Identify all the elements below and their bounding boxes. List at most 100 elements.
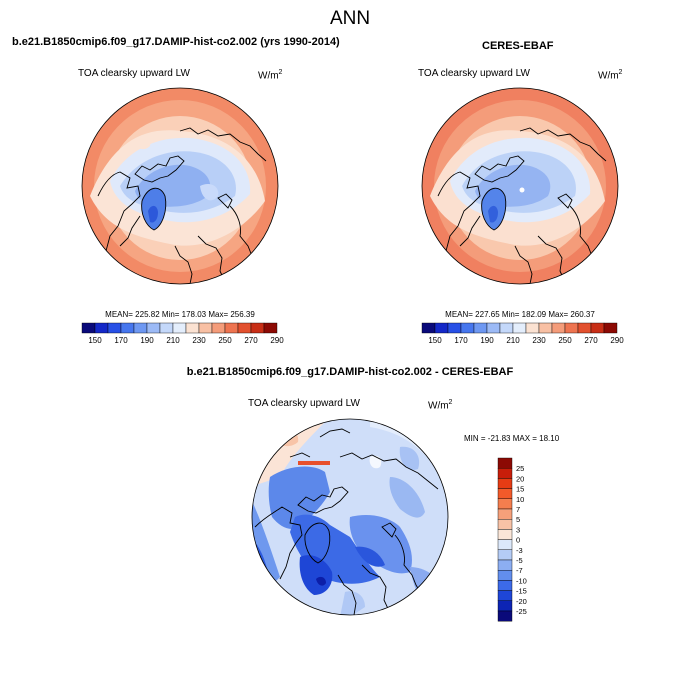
right-colorbar-tick: 290 (610, 336, 624, 345)
right-panel-header: CERES-EBAF (482, 40, 554, 52)
diff-variable-label: TOA clearsky upward LW (248, 398, 360, 409)
diff-colorbar-tick: 5 (516, 515, 520, 524)
right-colorbar-swatch (447, 322, 462, 334)
right-colorbar-swatch (499, 322, 514, 334)
diff-unit-exp: 2 (448, 399, 453, 406)
left-colorbar-swatch (237, 322, 252, 334)
right-colorbar-tick: 170 (454, 336, 468, 345)
diff-colorbar-tick: 20 (516, 474, 524, 483)
right-colorbar: 150 170 190 210 230 250 270 290 (421, 322, 624, 345)
left-colorbar-tick: 190 (140, 336, 154, 345)
left-colorbar-swatch (185, 322, 200, 334)
left-colorbar-swatch (263, 322, 278, 334)
left-colorbar-swatch (107, 322, 122, 334)
diff-colorbar-swatch (497, 488, 513, 499)
right-unit-label: W/m2 (598, 69, 622, 81)
left-colorbar-swatch (250, 322, 265, 334)
right-colorbar-swatch (434, 322, 449, 334)
diff-colorbar-tick: -7 (516, 566, 523, 575)
diff-colorbar-swatch (497, 529, 513, 540)
left-unit-base: W/m (258, 70, 279, 82)
diff-colorbar-tick: -25 (516, 607, 527, 616)
diff-unit-base: W/m (428, 400, 449, 412)
diff-colorbar-tick: -10 (516, 576, 527, 585)
diff-colorbar-swatch (497, 559, 513, 571)
diff-colorbar-tick: -15 (516, 587, 527, 596)
right-colorbar-tick: 190 (480, 336, 494, 345)
diff-colorbar-tick: 25 (516, 464, 524, 473)
left-colorbar-swatch (94, 322, 109, 334)
right-colorbar-swatch (486, 322, 501, 334)
right-variable-label: TOA clearsky upward LW (418, 68, 530, 79)
diff-colorbar-tick: 0 (516, 536, 520, 545)
right-stats: MEAN= 227.65 Min= 182.09 Max= 260.37 (445, 310, 595, 319)
right-colorbar-tick: 210 (506, 336, 520, 345)
right-colorbar-swatch (603, 322, 618, 334)
left-colorbar-swatch (211, 322, 226, 334)
left-colorbar-swatch (133, 322, 148, 334)
left-colorbar-tick: 150 (88, 336, 102, 345)
diff-colorbar-swatch (497, 457, 513, 469)
right-colorbar-swatch (551, 322, 566, 334)
right-unit-base: W/m (598, 70, 619, 82)
left-colorbar-swatch (146, 322, 161, 334)
right-colorbar-tick: 270 (584, 336, 598, 345)
right-colorbar-swatch (460, 322, 475, 334)
right-polar-map (421, 87, 619, 285)
left-colorbar-swatch (159, 322, 174, 334)
right-colorbar-swatch (512, 322, 527, 334)
right-colorbar-swatch (590, 322, 605, 334)
left-colorbar-tick: 250 (218, 336, 232, 345)
diff-colorbar-swatch (497, 498, 513, 510)
diff-stats: MIN = -21.83 MAX = 18.10 (464, 434, 560, 443)
left-colorbar-swatch (198, 322, 213, 334)
left-unit-label: W/m2 (258, 69, 282, 81)
diff-colorbar-swatch (497, 580, 513, 591)
diff-colorbar-swatch (497, 519, 513, 530)
diff-colorbar-swatch (497, 590, 513, 602)
left-colorbar-tick: 230 (192, 336, 206, 345)
right-colorbar-swatch (525, 322, 540, 334)
diff-colorbar-swatch (497, 569, 513, 581)
diff-colorbar-swatch (497, 478, 513, 489)
right-colorbar-tick: 230 (532, 336, 546, 345)
right-colorbar-swatch (564, 322, 579, 334)
left-stats: MEAN= 225.82 Min= 178.03 Max= 256.39 (105, 310, 255, 319)
diff-colorbar-swatch (497, 467, 513, 479)
left-colorbar-swatch (120, 322, 135, 334)
diff-colorbar-swatch (497, 600, 513, 612)
right-colorbar-swatch (577, 322, 592, 334)
left-colorbar-swatch (172, 322, 187, 334)
right-colorbar-swatch (538, 322, 553, 334)
left-colorbar: 150 170 190 210 230 250 270 290 (81, 322, 284, 345)
left-colorbar-tick: 270 (244, 336, 258, 345)
diff-colorbar-tick: -5 (516, 556, 523, 565)
left-unit-exp: 2 (278, 69, 283, 76)
diff-colorbar-swatch (497, 539, 513, 550)
right-colorbar-tick: 250 (558, 336, 572, 345)
left-colorbar-tick: 170 (114, 336, 128, 345)
left-polar-map (81, 87, 279, 285)
left-colorbar-swatch (81, 322, 96, 334)
left-colorbar-swatch (224, 322, 239, 334)
right-colorbar-swatch (421, 322, 436, 334)
diff-panel-header: b.e21.B1850cmip6.f09_g17.DAMIP-hist-co2.… (186, 366, 514, 378)
right-colorbar-swatch (473, 322, 488, 334)
diff-colorbar-tick: 7 (516, 505, 520, 514)
left-panel-header: b.e21.B1850cmip6.f09_g17.DAMIP-hist-co2.… (12, 36, 340, 48)
left-variable-label: TOA clearsky upward LW (78, 68, 190, 79)
left-colorbar-tick: 210 (166, 336, 180, 345)
diff-unit-label: W/m2 (428, 399, 452, 411)
diff-polar-map (251, 418, 449, 616)
diff-colorbar-tick: 3 (516, 525, 520, 534)
diff-colorbar-tick: 10 (516, 495, 524, 504)
diff-colorbar-swatch (497, 610, 513, 622)
diff-colorbar-tick: 15 (516, 485, 524, 494)
diff-colorbar-tick: -20 (516, 597, 527, 606)
diff-colorbar-swatch (497, 508, 513, 520)
diff-colorbar-tick: -3 (516, 546, 523, 555)
diff-colorbar-swatch (497, 549, 513, 561)
right-colorbar-tick: 150 (428, 336, 442, 345)
figure-title: ANN (329, 8, 371, 29)
